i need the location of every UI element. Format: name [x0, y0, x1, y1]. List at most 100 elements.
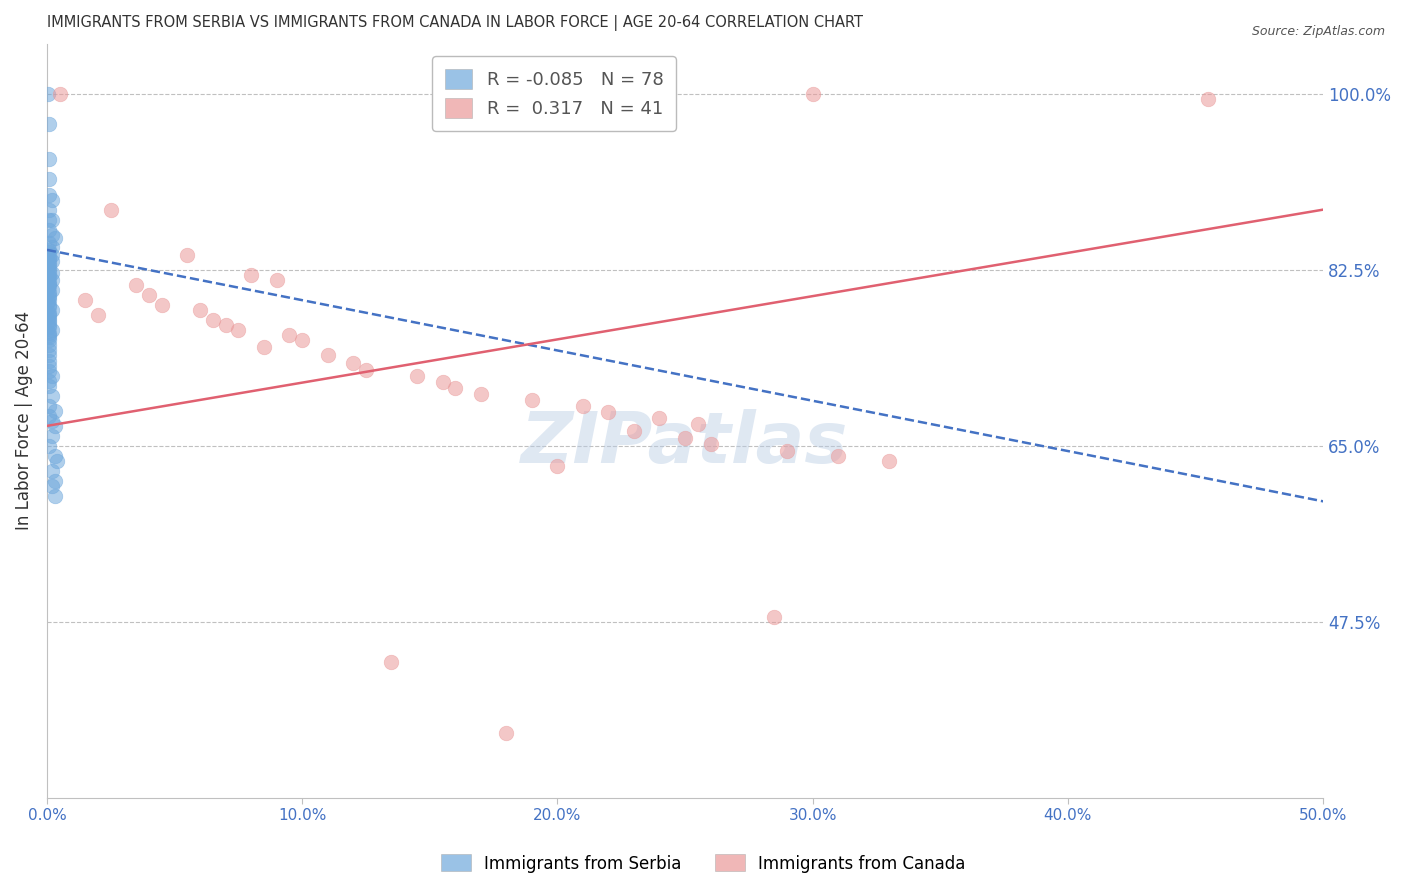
Point	[44, 449, 66, 463]
Point	[188, 303, 211, 318]
Point	[44, 474, 66, 488]
Point	[41, 212, 63, 227]
Point	[38, 285, 60, 299]
Point	[38, 326, 60, 341]
Point	[41, 389, 63, 403]
Point	[38, 378, 60, 392]
Point	[41, 429, 63, 443]
Point	[38, 330, 60, 344]
Point	[38, 256, 60, 270]
Legend: Immigrants from Serbia, Immigrants from Canada: Immigrants from Serbia, Immigrants from …	[434, 847, 972, 880]
Text: Source: ZipAtlas.com: Source: ZipAtlas.com	[1251, 25, 1385, 38]
Point	[38, 270, 60, 285]
Point	[38, 310, 60, 325]
Point	[41, 193, 63, 207]
Point	[38, 313, 60, 327]
Point	[38, 318, 60, 333]
Point	[266, 273, 288, 287]
Point	[41, 227, 63, 242]
Point	[38, 300, 60, 314]
Point	[38, 117, 60, 131]
Point	[291, 334, 314, 348]
Point	[1197, 92, 1219, 106]
Point	[699, 437, 721, 451]
Point	[48, 87, 70, 101]
Point	[41, 464, 63, 478]
Text: IMMIGRANTS FROM SERBIA VS IMMIGRANTS FROM CANADA IN LABOR FORCE | AGE 20-64 CORR: IMMIGRANTS FROM SERBIA VS IMMIGRANTS FRO…	[46, 15, 863, 31]
Point	[38, 172, 60, 186]
Point	[686, 417, 709, 431]
Point	[546, 459, 568, 474]
Point	[41, 414, 63, 428]
Y-axis label: In Labor Force | Age 20-64: In Labor Force | Age 20-64	[15, 311, 32, 531]
Point	[38, 328, 60, 343]
Point	[37, 87, 59, 101]
Point	[38, 349, 60, 363]
Point	[342, 355, 364, 369]
Point	[877, 454, 900, 468]
Point	[44, 489, 66, 503]
Point	[623, 424, 645, 438]
Point	[38, 439, 60, 453]
Point	[46, 454, 69, 468]
Point	[125, 278, 148, 293]
Point	[38, 243, 60, 257]
Point	[176, 248, 198, 262]
Point	[38, 353, 60, 368]
Point	[87, 308, 110, 322]
Point	[41, 266, 63, 280]
Point	[38, 252, 60, 266]
Point	[572, 399, 595, 413]
Point	[38, 298, 60, 312]
Legend: R = -0.085   N = 78, R =  0.317   N = 41: R = -0.085 N = 78, R = 0.317 N = 41	[433, 56, 676, 130]
Point	[38, 338, 60, 352]
Point	[41, 248, 63, 262]
Point	[38, 235, 60, 250]
Point	[648, 410, 671, 425]
Point	[138, 288, 160, 302]
Point	[201, 313, 224, 327]
Point	[38, 374, 60, 388]
Point	[38, 264, 60, 278]
Point	[38, 277, 60, 291]
Point	[38, 202, 60, 217]
Point	[41, 254, 63, 268]
Point	[37, 295, 59, 310]
Point	[38, 279, 60, 293]
Point	[520, 392, 543, 407]
Point	[38, 343, 60, 358]
Point	[801, 87, 824, 101]
Point	[354, 362, 377, 376]
Point	[38, 258, 60, 272]
Point	[214, 318, 236, 333]
Point	[38, 288, 60, 302]
Point	[38, 308, 60, 322]
Point	[41, 273, 63, 287]
Point	[253, 341, 276, 355]
Point	[38, 334, 60, 348]
Point	[406, 368, 429, 383]
Point	[41, 283, 63, 297]
Point	[38, 409, 60, 423]
Point	[38, 153, 60, 167]
Point	[100, 202, 122, 217]
Point	[44, 231, 66, 245]
Point	[380, 655, 402, 669]
Point	[432, 375, 454, 389]
Point	[228, 323, 250, 337]
Point	[38, 275, 60, 289]
Point	[763, 610, 786, 624]
Point	[673, 431, 696, 445]
Point	[38, 315, 60, 329]
Point	[38, 250, 60, 264]
Point	[41, 479, 63, 493]
Point	[44, 418, 66, 433]
Point	[38, 399, 60, 413]
Point	[37, 281, 59, 295]
Point	[278, 328, 301, 343]
Point	[38, 223, 60, 237]
Point	[41, 368, 63, 383]
Point	[240, 268, 263, 282]
Point	[827, 449, 849, 463]
Text: ZIPatlas: ZIPatlas	[522, 409, 849, 478]
